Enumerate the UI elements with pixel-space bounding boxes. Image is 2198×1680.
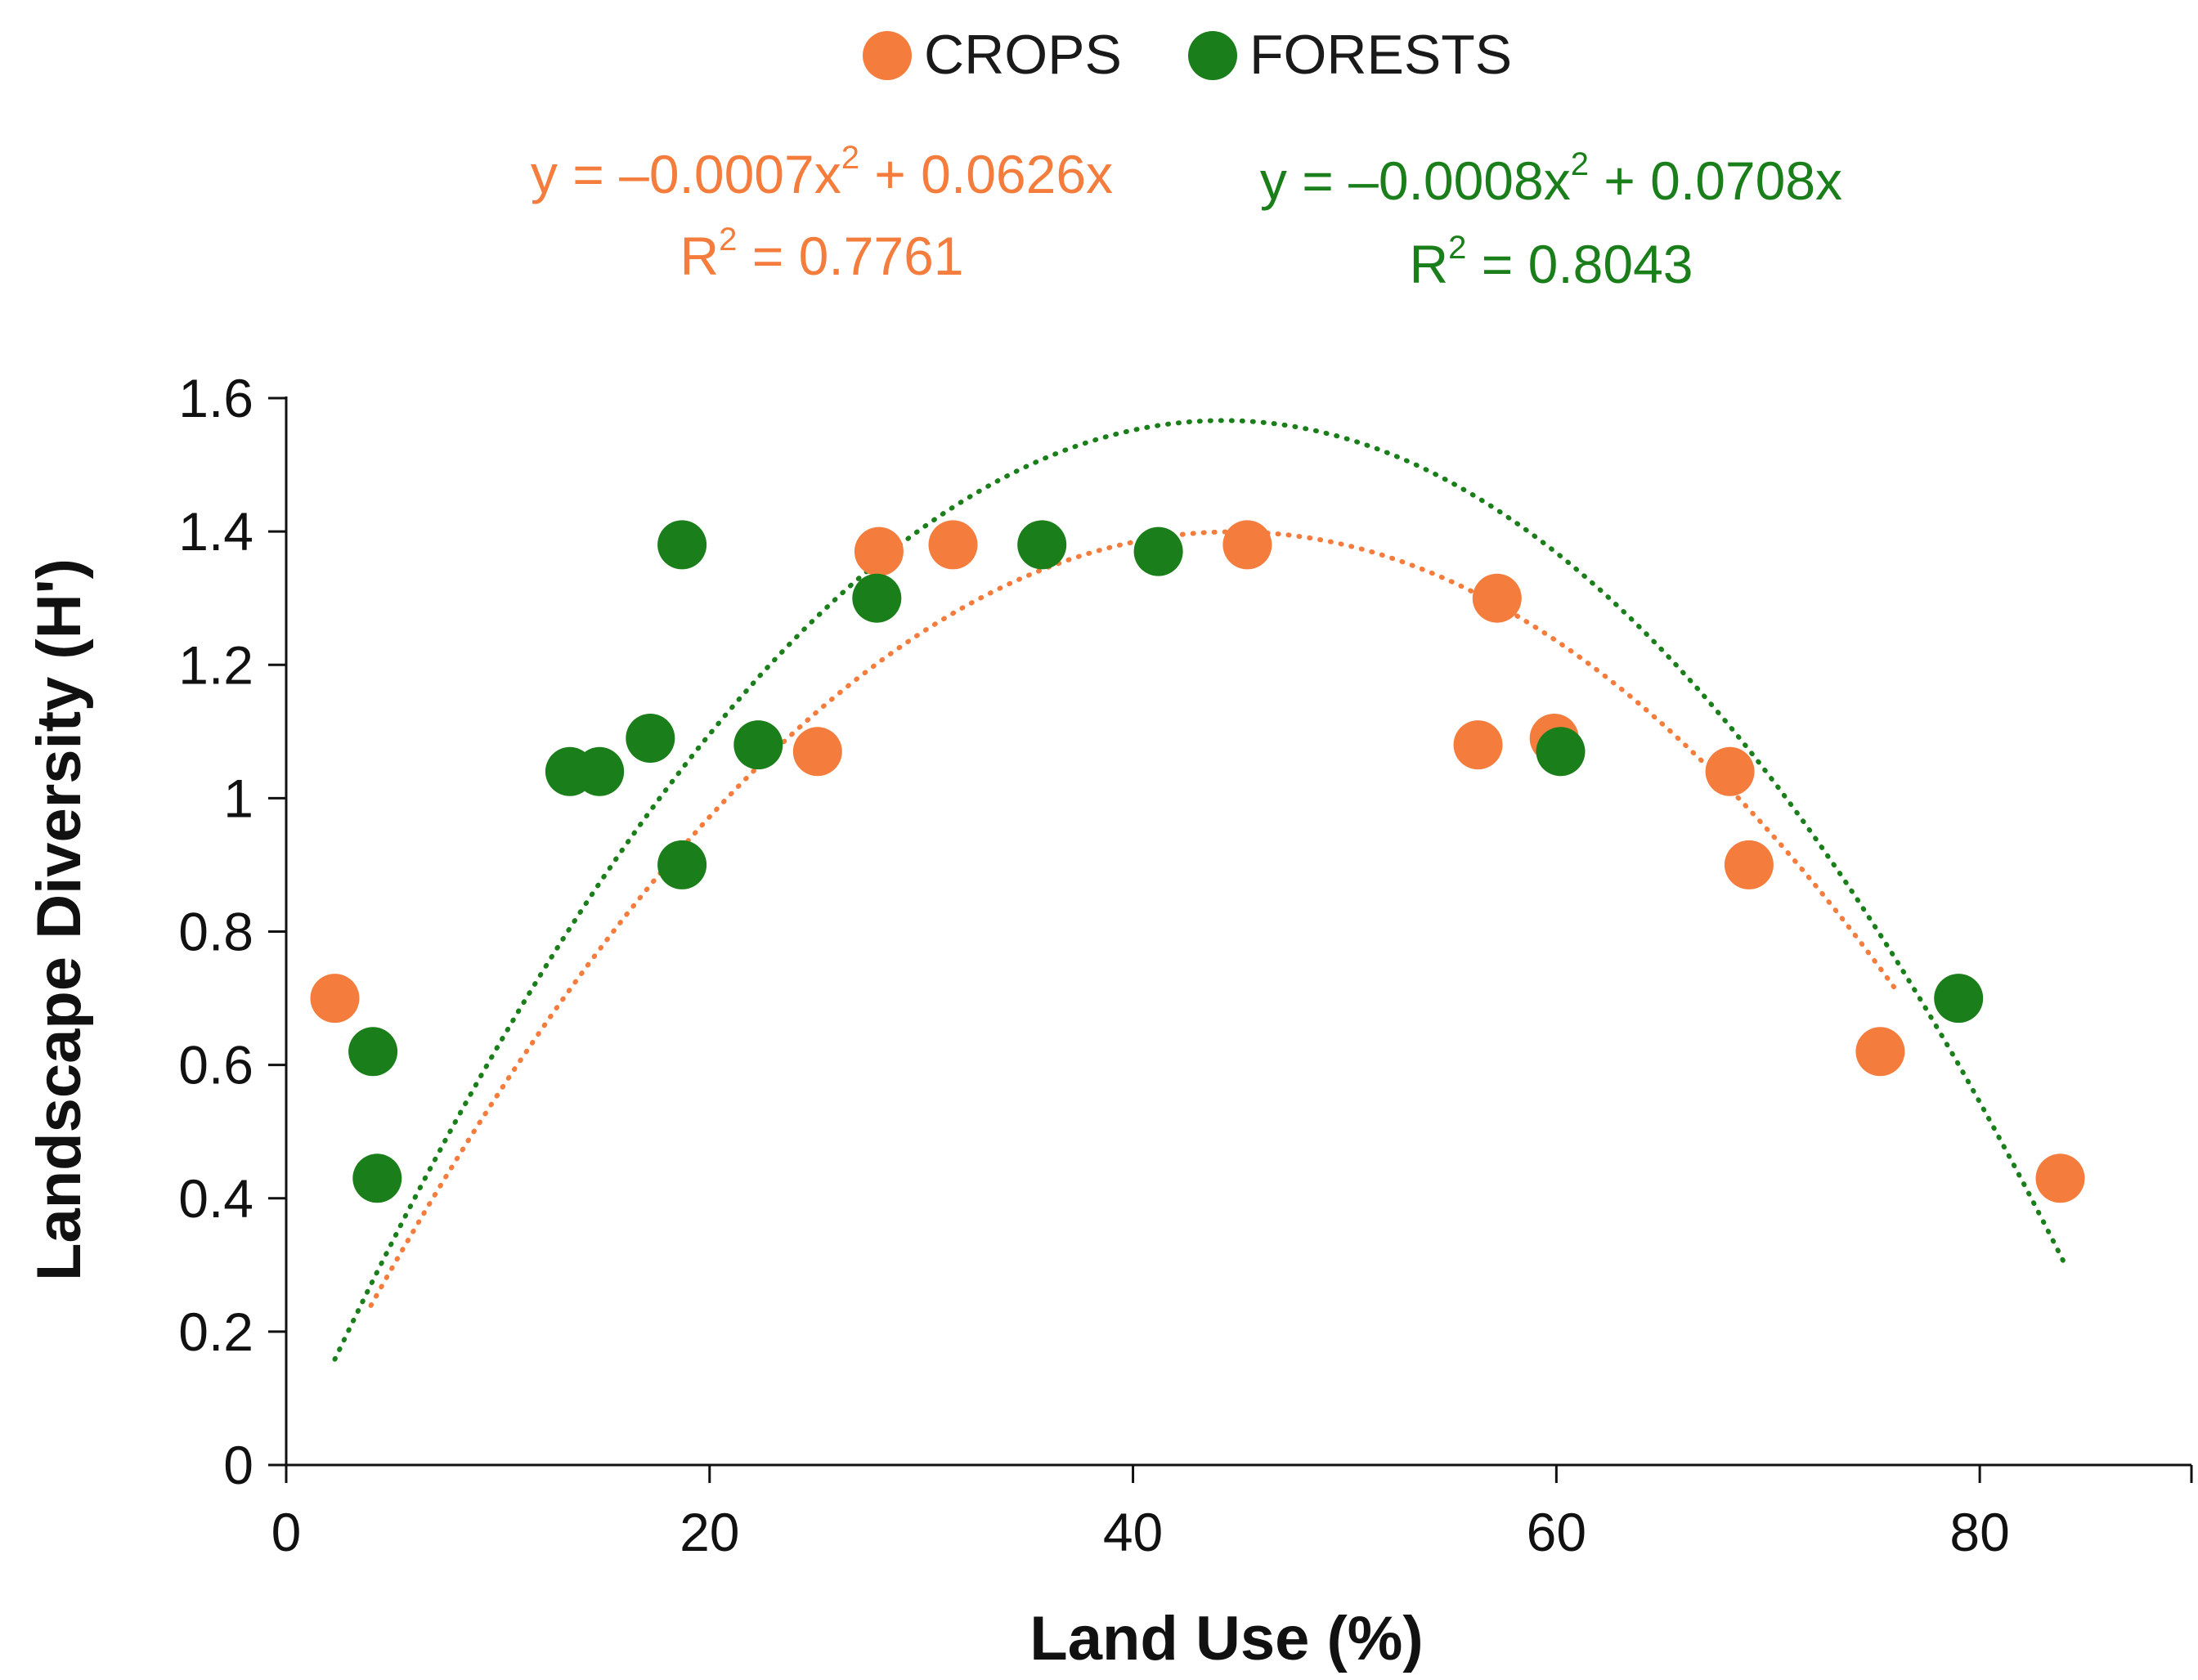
x-tick-label: 40 xyxy=(1103,1502,1163,1562)
point-forests xyxy=(352,1154,402,1203)
y-tick-label: 0.4 xyxy=(178,1168,253,1229)
legend-label-crops: CROPS xyxy=(924,24,1122,86)
point-forests xyxy=(1536,727,1586,777)
equation-crops-line: y = –0.0007x2 + 0.0626x xyxy=(531,140,1113,204)
trendline-forests xyxy=(332,418,2067,1362)
point-forests xyxy=(1017,520,1067,570)
point-crops xyxy=(1855,1027,1905,1077)
point-forests xyxy=(657,520,707,570)
x-tick-label: 60 xyxy=(1527,1502,1586,1562)
y-tick-label: 1 xyxy=(223,768,253,828)
x-tick-label: 20 xyxy=(680,1502,739,1562)
legend-label-forests: FORESTS xyxy=(1249,24,1512,86)
y-tick-label: 0.2 xyxy=(178,1301,253,1362)
y-tick-label: 1.4 xyxy=(178,501,253,562)
point-forests xyxy=(852,573,902,623)
x-axis-title: Land Use (%) xyxy=(1029,1604,1423,1673)
point-forests xyxy=(1133,526,1183,576)
point-crops xyxy=(1724,840,1774,889)
x-tick-label: 80 xyxy=(1949,1502,2009,1562)
equation-crops: y = –0.0007x2 + 0.0626x R2 = 0.7761 xyxy=(531,140,1113,286)
point-crops xyxy=(310,974,360,1024)
point-crops xyxy=(928,520,978,570)
equation-forests-r2: R2 = 0.8043 xyxy=(1409,230,1693,294)
point-forests xyxy=(626,714,675,763)
point-crops xyxy=(1472,573,1522,623)
y-tick-label: 0 xyxy=(223,1435,253,1495)
y-tick-label: 0.8 xyxy=(178,902,253,962)
point-crops xyxy=(2035,1154,2085,1203)
point-forests xyxy=(733,720,783,770)
y-tick-label: 1.6 xyxy=(178,368,253,428)
equation-forests-line: y = –0.0008x2 + 0.0708x xyxy=(1260,146,1842,211)
legend: CROPS FORESTS xyxy=(863,24,1512,86)
y-tick-label: 0.6 xyxy=(178,1035,253,1095)
axes: 0 0.2 0.4 0.6 0.8 1 1.2 1.4 1.6 0 20 40 60 80 xyxy=(178,368,2193,1562)
equation-crops-r2: R2 = 0.7761 xyxy=(680,222,963,286)
trendline-crops xyxy=(368,529,1898,1308)
point-crops xyxy=(1705,746,1755,796)
point-forests xyxy=(348,1027,398,1077)
y-tick-label: 1.2 xyxy=(178,634,253,695)
point-crops xyxy=(792,727,842,777)
point-crops xyxy=(1222,520,1272,570)
point-crops xyxy=(854,526,904,576)
x-tick-label: 0 xyxy=(271,1502,302,1562)
y-axis-title: Landscape Diversity (H') xyxy=(25,558,94,1281)
point-forests xyxy=(1934,974,1984,1024)
trendlines xyxy=(332,418,2067,1362)
point-forests xyxy=(575,746,625,796)
legend-marker-crops xyxy=(863,31,912,80)
data-points xyxy=(310,520,2085,1203)
legend-marker-forests xyxy=(1188,31,1237,80)
equation-forests: y = –0.0008x2 + 0.0708x R2 = 0.8043 xyxy=(1260,146,1842,294)
point-forests xyxy=(657,840,707,889)
point-crops xyxy=(1453,720,1503,770)
